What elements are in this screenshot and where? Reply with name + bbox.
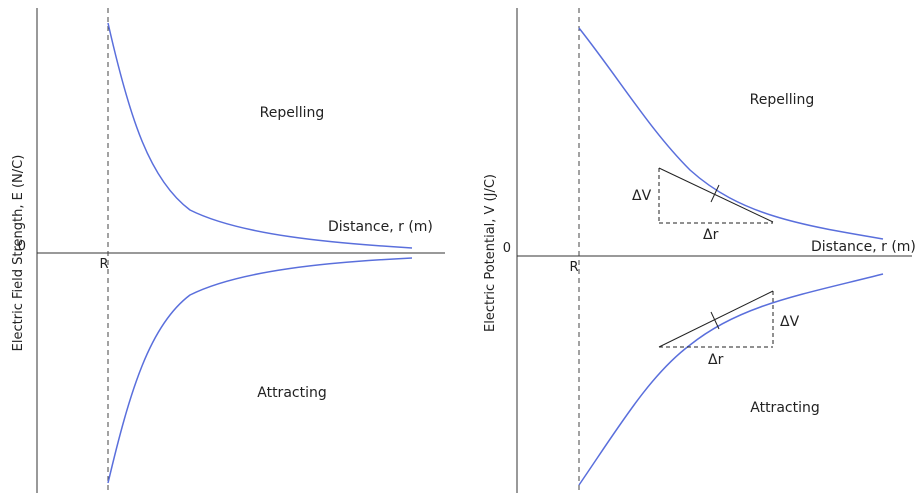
- lower-tangent-point-marker: [710, 311, 720, 330]
- left-y-axis-label: Electric Field Strength, E (N/C): [11, 155, 26, 352]
- lower-run-label: Δr: [708, 352, 724, 368]
- upper-rise-label: ΔV: [632, 188, 652, 204]
- left-attracting-curve: [107, 257, 413, 484]
- left-panel: 0 R Distance, r (m) Repelling Attracting…: [11, 8, 445, 493]
- right-x-axis-label: Distance, r (m): [811, 239, 916, 255]
- left-repelling-label: Repelling: [260, 105, 325, 121]
- lower-tangent-line: [658, 290, 774, 348]
- upper-run-label: Δr: [703, 227, 719, 243]
- right-repelling-label: Repelling: [750, 92, 815, 108]
- right-panel: ΔV Δr ΔV Δr 0 R Distance, r (m) Repellin…: [483, 8, 916, 493]
- upper-tangent-line: [658, 167, 774, 223]
- right-y-axis-label: Electric Potential, V (J/C): [483, 174, 498, 332]
- right-radius-label: R: [569, 260, 578, 275]
- right-origin-label: 0: [503, 241, 511, 256]
- left-origin-label: 0: [18, 239, 26, 254]
- lower-rise-label: ΔV: [780, 314, 800, 330]
- upper-tangent-point-marker: [710, 184, 720, 203]
- right-attracting-curve: [578, 273, 884, 486]
- right-repelling-curve: [578, 27, 884, 240]
- left-repelling-curve: [107, 22, 413, 249]
- left-attracting-label: Attracting: [257, 385, 326, 401]
- right-attracting-label: Attracting: [750, 400, 819, 416]
- left-radius-label: R: [99, 257, 108, 272]
- left-x-axis-label: Distance, r (m): [328, 219, 433, 235]
